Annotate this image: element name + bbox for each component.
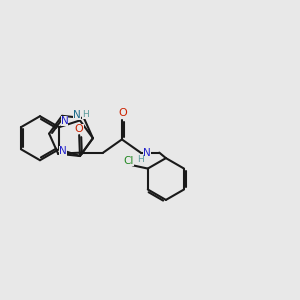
Text: O: O — [118, 108, 127, 118]
Text: H: H — [137, 155, 144, 164]
Text: N: N — [143, 148, 151, 158]
Text: H: H — [82, 110, 89, 119]
Text: Cl: Cl — [123, 156, 134, 166]
Text: N: N — [59, 146, 67, 156]
Text: N: N — [61, 116, 68, 126]
Text: N: N — [73, 110, 81, 120]
Text: O: O — [75, 124, 84, 134]
